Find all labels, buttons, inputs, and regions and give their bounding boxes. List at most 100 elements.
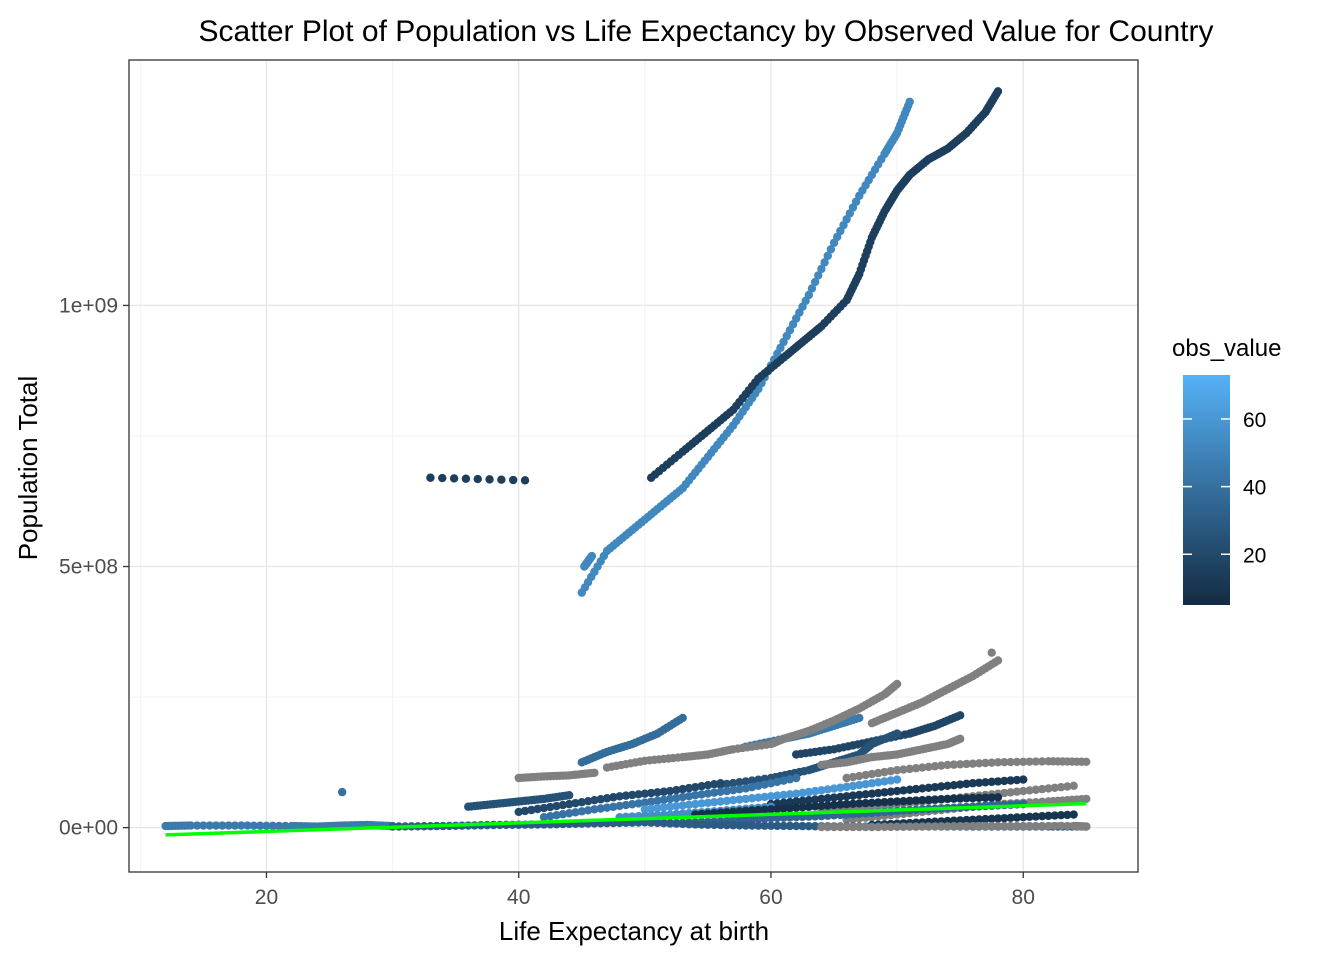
data-point: [930, 822, 940, 831]
data-point: [1000, 776, 1009, 786]
data-point: [1000, 758, 1009, 767]
data-point: [804, 787, 814, 797]
data-point: [993, 87, 1003, 96]
data-point: [987, 821, 996, 831]
data-point: [949, 794, 959, 803]
data-point: [886, 787, 895, 796]
data-point: [918, 763, 927, 772]
data-point: [886, 797, 895, 807]
data-point: [583, 796, 593, 806]
data-point: [810, 795, 820, 804]
data-point: [728, 821, 738, 830]
data-point: [968, 821, 977, 831]
data-point: [1019, 757, 1028, 767]
data-point: [962, 815, 971, 825]
data-point: [602, 803, 612, 812]
data-point: [621, 791, 631, 800]
data-point: [497, 475, 506, 484]
data-point: [855, 822, 864, 832]
data-point: [899, 822, 908, 831]
data-point: [993, 777, 1003, 786]
data-point: [779, 790, 788, 800]
data-point: [873, 822, 883, 832]
data-point: [186, 821, 195, 830]
data-point: [590, 796, 599, 805]
data-point: [1006, 788, 1015, 797]
data-point: [634, 790, 643, 799]
data-point: [899, 796, 908, 806]
data-point: [826, 245, 836, 254]
data-point: [1082, 757, 1091, 767]
data-point: [697, 790, 706, 799]
data-point: [1063, 810, 1072, 820]
data-point: [899, 786, 908, 795]
data-point: [684, 791, 694, 801]
data-point: [747, 815, 757, 824]
data-point: [564, 799, 574, 809]
data-point: [609, 793, 618, 802]
data-point: [836, 822, 845, 832]
data-point: [848, 772, 858, 782]
series-1: [580, 551, 597, 571]
data-point: [968, 815, 977, 824]
series-25: [464, 791, 574, 811]
series-15: [640, 775, 902, 814]
data-point: [981, 778, 990, 787]
data-point: [703, 820, 713, 829]
data-point: [785, 797, 795, 807]
data-point: [672, 801, 681, 811]
data-point: [590, 805, 599, 814]
data-point: [924, 783, 933, 792]
series-13: [514, 779, 725, 817]
data-point: [691, 799, 700, 809]
data-point: [211, 821, 221, 830]
data-point: [520, 476, 530, 485]
series-28: [691, 793, 1003, 819]
data-point: [842, 822, 851, 832]
data-point: [773, 821, 782, 831]
data-point: [577, 797, 586, 807]
data-point: [509, 475, 518, 485]
data-point: [867, 822, 877, 832]
data-point: [703, 798, 713, 808]
data-point: [855, 790, 864, 800]
data-point: [1031, 785, 1041, 794]
data-point: [1006, 776, 1015, 785]
data-point: [684, 820, 694, 829]
data-point: [754, 781, 763, 791]
data-point: [785, 803, 795, 813]
data-point: [987, 758, 996, 767]
data-point: [1019, 786, 1028, 796]
data-point: [817, 822, 826, 832]
data-point: [766, 779, 776, 788]
data-point: [880, 822, 889, 832]
data-point: [1050, 821, 1059, 831]
data-point: [766, 792, 776, 801]
data-point: [848, 791, 858, 800]
data-point: [842, 782, 851, 792]
data-point: [678, 792, 687, 802]
data-point: [848, 799, 858, 808]
data-point: [564, 809, 574, 818]
data-point: [747, 794, 757, 803]
data-point: [905, 764, 914, 774]
data-point: [974, 778, 984, 787]
data-point: [747, 782, 757, 792]
data-point: [1025, 757, 1034, 766]
data-point: [924, 795, 933, 805]
series-12: [842, 757, 1091, 783]
data-point: [785, 821, 795, 831]
data-point: [886, 822, 895, 832]
data-point: [892, 822, 902, 832]
data-point: [539, 803, 549, 813]
data-point: [836, 792, 845, 802]
data-point: [1063, 821, 1072, 831]
data-point: [993, 758, 1003, 767]
data-point: [703, 780, 713, 790]
data-point: [514, 807, 523, 817]
data-point: [911, 784, 921, 794]
data-point: [974, 821, 984, 831]
data-point: [602, 794, 612, 803]
data-point: [552, 811, 561, 820]
